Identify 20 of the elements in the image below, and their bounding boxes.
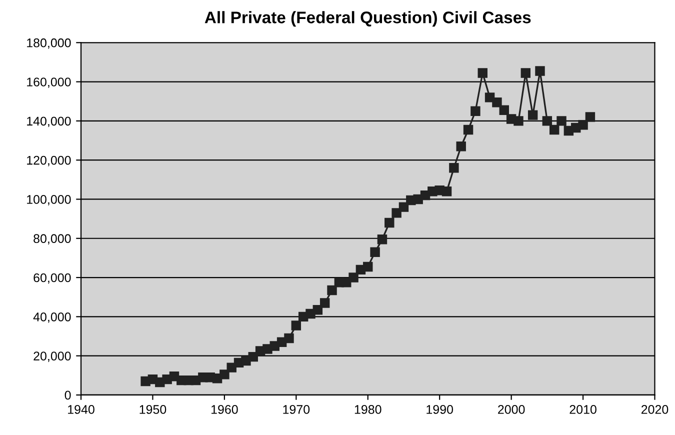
x-tick-label: 1940 — [68, 405, 94, 414]
chart-title: All Private (Federal Question) Civil Cases — [204, 11, 531, 27]
y-tick-label: 60,000 — [34, 273, 71, 284]
x-tick-label: 1980 — [354, 405, 382, 414]
y-tick-label: 180,000 — [27, 38, 71, 49]
y-tick-label: 140,000 — [27, 116, 71, 128]
x-tick-label: 2020 — [641, 405, 668, 414]
y-tick-label: 40,000 — [33, 312, 71, 323]
y-tick-label: 0 — [64, 390, 71, 400]
y-tick-label: 100,000 — [27, 195, 71, 206]
y-tick-label: 20,000 — [34, 352, 71, 362]
y-tick-label: 120,000 — [27, 156, 71, 166]
x-tick-label: 1950 — [140, 405, 166, 414]
x-tick-label: 2000 — [498, 405, 525, 414]
x-tick-label: 1960 — [211, 405, 238, 414]
x-tick-label: 2010 — [570, 405, 596, 414]
x-tick-label: 1990 — [426, 405, 454, 414]
y-tick-label: 160,000 — [27, 78, 71, 88]
x-tick-label: 1970 — [283, 405, 310, 414]
y-tick-label: 80,000 — [34, 234, 71, 245]
